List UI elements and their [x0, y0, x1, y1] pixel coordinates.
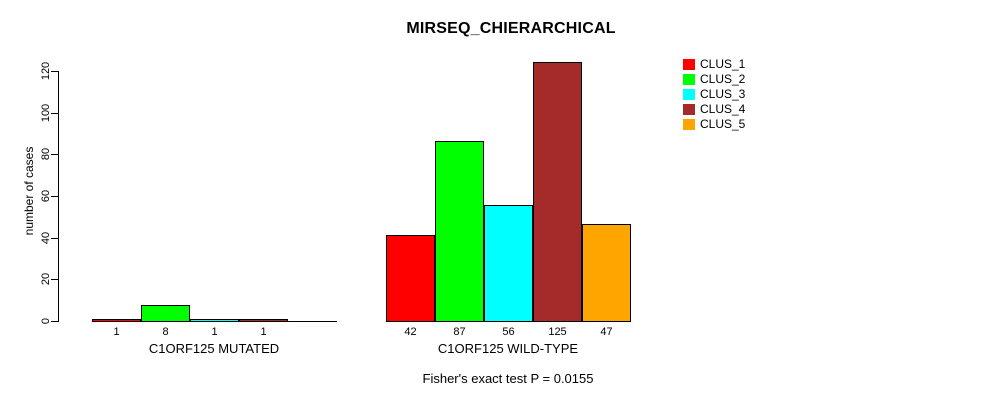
bar-wild-type-clus-1	[386, 235, 435, 322]
legend-swatch-clus-3	[683, 89, 695, 100]
y-axis-tick-label-0: 0	[40, 317, 52, 325]
legend-item-clus-3: CLUS_3	[683, 87, 746, 101]
y-axis-tick-label-20: 20	[40, 272, 52, 286]
bar-value-label-mutated-clus-2: 8	[162, 326, 169, 338]
bar-mutated-clus-4	[239, 319, 288, 322]
bar-mutated-clus-5	[288, 321, 337, 322]
y-axis-tick-40	[51, 238, 58, 239]
y-axis-tick-60	[51, 196, 58, 197]
bar-value-label-wild-type-clus-3: 56	[502, 326, 515, 338]
group-label-wild-type: C1ORF125 WILD-TYPE	[437, 341, 579, 356]
y-axis-line	[58, 71, 59, 322]
legend-swatch-clus-1	[683, 59, 695, 70]
y-axis-tick-20	[51, 279, 58, 280]
legend-label-clus-3: CLUS_3	[700, 87, 746, 101]
bar-value-label-wild-type-clus-4: 125	[548, 326, 567, 338]
bar-mutated-clus-2	[141, 305, 190, 322]
y-axis-tick-0	[51, 321, 58, 322]
y-axis-tick-label-80: 80	[40, 147, 52, 161]
legend-item-clus-1: CLUS_1	[683, 57, 746, 71]
legend: CLUS_1 CLUS_2 CLUS_3 CLUS_4 CLUS_5	[683, 57, 746, 134]
group-label-mutated: C1ORF125 MUTATED	[148, 341, 280, 356]
bar-wild-type-clus-5	[582, 224, 631, 322]
chart-title: MIRSEQ_CHIERARCHICAL	[406, 20, 616, 37]
y-axis-tick-label-120: 120	[40, 61, 52, 81]
y-axis-tick-label-100: 100	[40, 103, 52, 123]
bar-mutated-clus-3	[190, 319, 239, 322]
legend-label-clus-5: CLUS_5	[700, 117, 746, 131]
bar-value-label-wild-type-clus-2: 87	[453, 326, 466, 338]
bar-wild-type-clus-3	[484, 205, 533, 322]
y-axis-tick-label-60: 60	[40, 189, 52, 203]
legend-item-clus-4: CLUS_4	[683, 102, 746, 116]
bar-value-label-mutated-clus-4: 1	[260, 326, 267, 338]
bar-value-label-mutated-clus-3: 1	[211, 326, 218, 338]
y-axis-tick-label-40: 40	[40, 231, 52, 245]
y-axis-tick-80	[51, 154, 58, 155]
legend-label-clus-1: CLUS_1	[700, 57, 746, 71]
legend-swatch-clus-4	[683, 104, 695, 115]
legend-item-clus-2: CLUS_2	[683, 72, 746, 86]
legend-swatch-clus-2	[683, 74, 695, 85]
legend-item-clus-5: CLUS_5	[683, 117, 746, 131]
legend-label-clus-2: CLUS_2	[700, 72, 746, 86]
fisher-test-annotation: Fisher's exact test P = 0.0155	[422, 371, 594, 386]
bar-value-label-wild-type-clus-1: 42	[404, 326, 417, 338]
bar-wild-type-clus-2	[435, 141, 484, 322]
legend-swatch-clus-5	[683, 119, 695, 130]
legend-label-clus-4: CLUS_4	[700, 102, 746, 116]
bar-value-label-mutated-clus-1: 1	[113, 326, 120, 338]
bar-wild-type-clus-4	[533, 62, 582, 322]
bar-value-label-wild-type-clus-5: 47	[600, 326, 613, 338]
y-axis-tick-120	[51, 71, 58, 72]
y-axis-title: number of cases	[22, 146, 36, 236]
y-axis-tick-100	[51, 113, 58, 114]
bar-mutated-clus-1	[92, 319, 141, 322]
